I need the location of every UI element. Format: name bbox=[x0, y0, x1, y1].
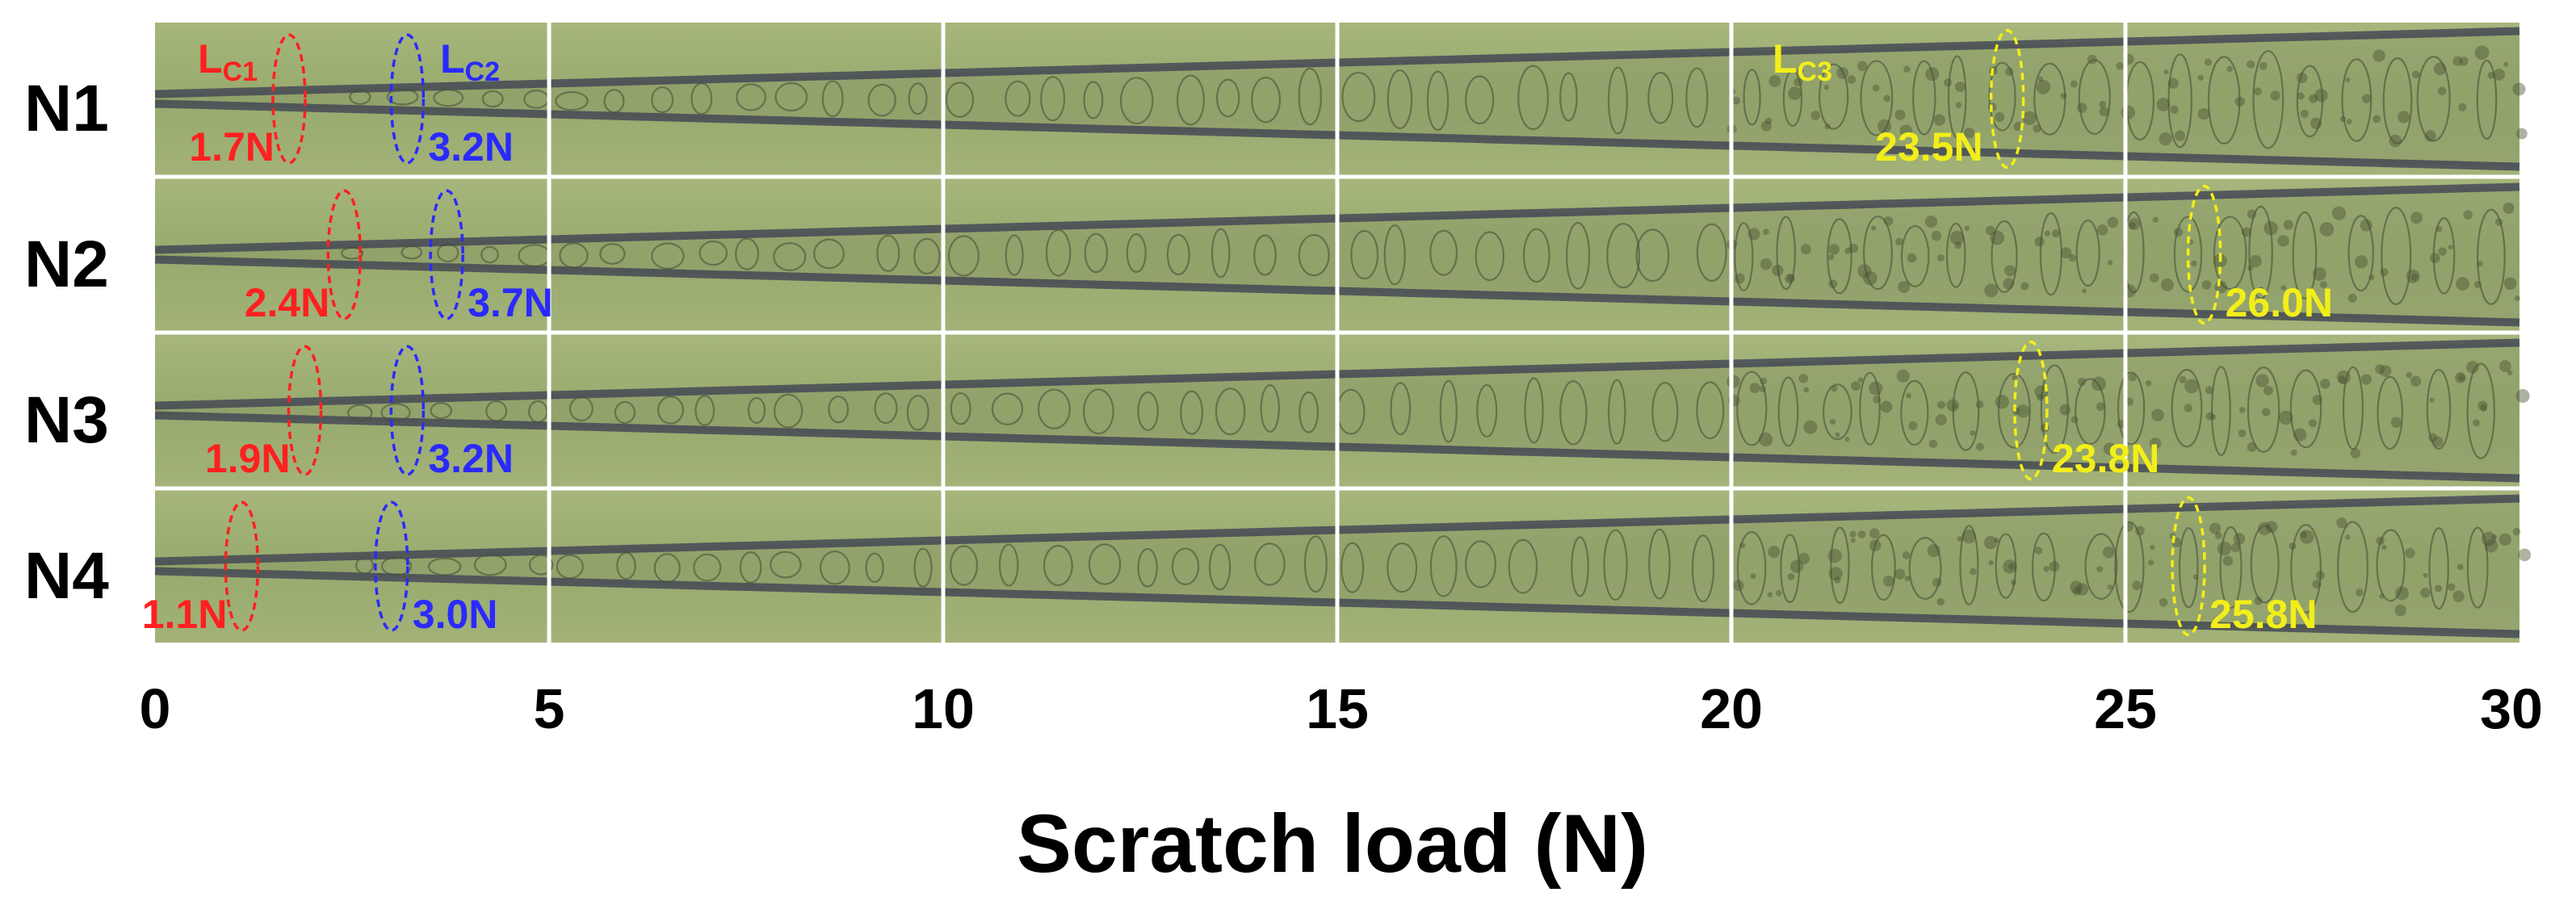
marker-lc3-n1 bbox=[1989, 28, 2025, 170]
header-lc1: LC1 bbox=[198, 36, 258, 87]
load-label-lc1-n4: 1.1N bbox=[142, 592, 228, 637]
load-label-lc3-n1: 23.5N bbox=[1875, 124, 1982, 170]
marker-lc1-n3 bbox=[287, 345, 323, 476]
marker-lc1-n2 bbox=[326, 189, 362, 320]
row-label-n1: N1 bbox=[24, 72, 109, 145]
marker-lc1-n1 bbox=[271, 33, 307, 165]
load-label-lc3-n2: 26.0N bbox=[2226, 280, 2333, 325]
load-label-lc1-n3: 1.9N bbox=[205, 436, 291, 481]
load-label-lc2-n1: 3.2N bbox=[428, 124, 514, 170]
load-label-lc1-n2: 2.4N bbox=[245, 280, 330, 325]
header-lc3: LC3 bbox=[1773, 36, 1832, 87]
load-label-lc2-n3: 3.2N bbox=[428, 436, 514, 481]
row-label-n3: N3 bbox=[24, 383, 109, 457]
marker-lc3-n4 bbox=[2171, 496, 2206, 637]
marker-lc3-n3 bbox=[2013, 340, 2049, 481]
x-axis-title: Scratch load (N) bbox=[1017, 798, 1648, 890]
row-label-n2: N2 bbox=[24, 228, 109, 301]
marker-lc1-n4 bbox=[224, 500, 260, 632]
marker-lc2-n4 bbox=[374, 500, 409, 632]
critical-load-annotations: 1.7N 3.2N 23.5N 2.4N 3.7N 26.0N 1.9N 3.2N 23.8N 1… bbox=[142, 28, 2333, 637]
load-label-lc3-n3: 23.8N bbox=[2052, 436, 2159, 481]
x-tick-20: 20 bbox=[1700, 677, 1763, 740]
row-label-n4: N4 bbox=[24, 539, 109, 613]
micrograph-row-n4 bbox=[154, 490, 2532, 643]
load-label-lc2-n2: 3.7N bbox=[468, 280, 553, 325]
load-label-lc1-n1: 1.7N bbox=[189, 124, 275, 170]
load-label-lc2-n4: 3.0N bbox=[413, 592, 498, 637]
x-tick-5: 5 bbox=[534, 677, 565, 740]
x-tick-25: 25 bbox=[2094, 677, 2157, 740]
x-tick-15: 15 bbox=[1306, 677, 1369, 740]
marker-lc3-n2 bbox=[2186, 184, 2222, 325]
load-label-lc3-n4: 25.8N bbox=[2209, 592, 2317, 637]
x-tick-0: 0 bbox=[140, 677, 171, 740]
x-tick-10: 10 bbox=[912, 677, 975, 740]
marker-lc2-n2 bbox=[429, 189, 464, 320]
x-tick-30: 30 bbox=[2480, 677, 2543, 740]
marker-lc2-n3 bbox=[389, 345, 426, 476]
grid-lines bbox=[155, 23, 2519, 643]
header-lc2: LC2 bbox=[440, 36, 500, 87]
marker-lc2-n1 bbox=[389, 33, 426, 165]
